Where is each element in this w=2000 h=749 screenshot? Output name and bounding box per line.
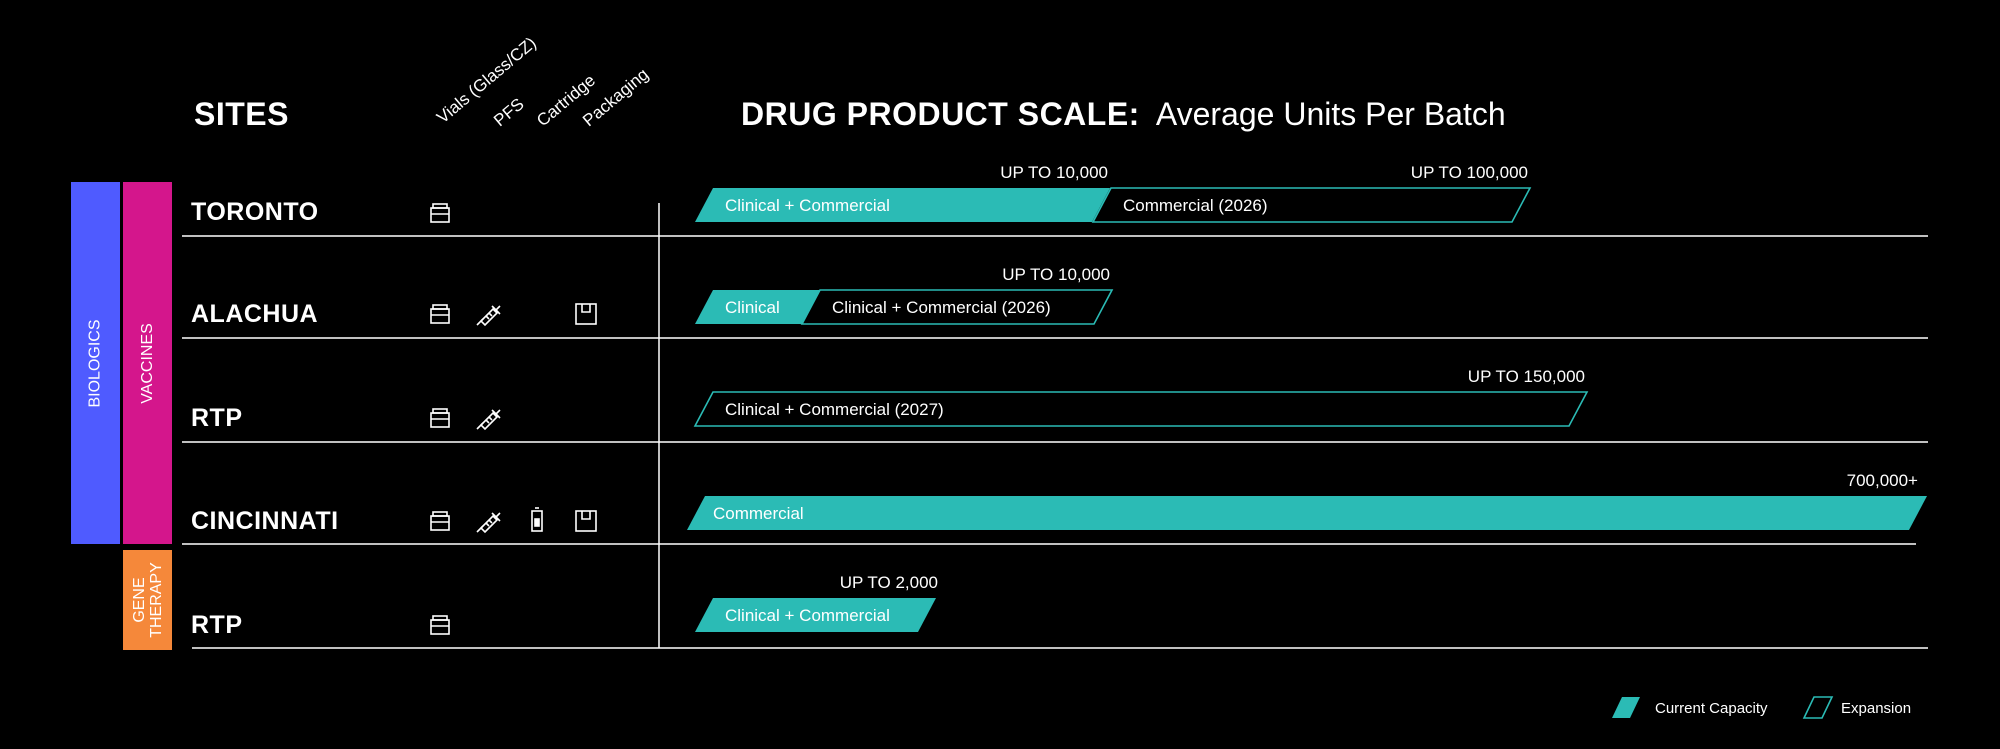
band-biologics: BIOLOGICS — [71, 182, 120, 544]
bar-expansion — [1091, 187, 1532, 223]
vial-icon — [430, 408, 450, 428]
legend-current-label: Current Capacity — [1655, 700, 1768, 717]
bar-current — [695, 188, 1110, 222]
site-name-cincinnati: CINCINNATI — [191, 507, 339, 535]
pfs-icon — [476, 409, 501, 431]
vial-icon — [430, 615, 450, 635]
legend-current-swatch — [1612, 697, 1640, 718]
site-name-toronto: TORONTO — [191, 198, 319, 226]
legend-expansion-label: Expansion — [1841, 700, 1911, 717]
site-name-rtp-vaccines: RTP — [191, 404, 243, 432]
bar-annotation: UP TO 100,000 — [1411, 163, 1528, 182]
bar-annotation: 700,000+ — [1847, 471, 1918, 490]
packaging-icon — [575, 303, 597, 325]
site-name-rtp-gene: RTP — [191, 611, 243, 639]
scale-title: DRUG PRODUCT SCALE: Average Units Per Bat… — [741, 96, 1506, 133]
legend: Current Capacity Expansion — [1612, 696, 1911, 719]
bar-annotation: UP TO 2,000 — [840, 573, 938, 592]
cartridge-icon — [531, 507, 543, 532]
packaging-icon — [575, 510, 597, 532]
vial-icon — [430, 203, 450, 223]
vial-icon — [430, 511, 450, 531]
pfs-icon — [476, 512, 501, 534]
bar-label: Clinical + Commercial (2027) — [725, 400, 944, 419]
icons-layer — [430, 203, 597, 635]
bar-label: Clinical — [725, 298, 780, 317]
bar-current — [687, 496, 1927, 530]
bar-expansion — [800, 289, 1114, 325]
scale-title-main: DRUG PRODUCT SCALE: — [741, 96, 1140, 132]
bar-current — [695, 290, 820, 324]
band-gene-therapy: GENE THERAPY — [123, 550, 172, 650]
legend-expansion-swatch — [1802, 696, 1834, 719]
bar-label: Clinical + Commercial — [725, 196, 890, 215]
band-vaccines: VACCINES — [123, 182, 172, 544]
pfs-icon — [476, 305, 501, 327]
bar-label: Clinical + Commercial — [725, 606, 890, 625]
bar-annotation: UP TO 10,000 — [1002, 265, 1110, 284]
vial-icon — [430, 304, 450, 324]
bar-label: Commercial — [713, 504, 804, 523]
bars-layer: Clinical + Commercial Commercial (2026) UP… — [687, 163, 1927, 632]
bar-expansion — [693, 391, 1589, 427]
bar-current — [695, 598, 936, 632]
bar-label: Commercial (2026) — [1123, 196, 1268, 215]
scale-subtitle: Average Units Per Batch — [1155, 96, 1506, 132]
bar-label: Clinical + Commercial (2026) — [832, 298, 1051, 317]
sites-title: SITES — [194, 96, 289, 132]
site-name-alachua: ALACHUA — [191, 300, 319, 328]
grid-lines — [182, 203, 1928, 649]
bar-annotation: UP TO 150,000 — [1468, 367, 1585, 386]
bar-annotation: UP TO 10,000 — [1000, 163, 1108, 182]
